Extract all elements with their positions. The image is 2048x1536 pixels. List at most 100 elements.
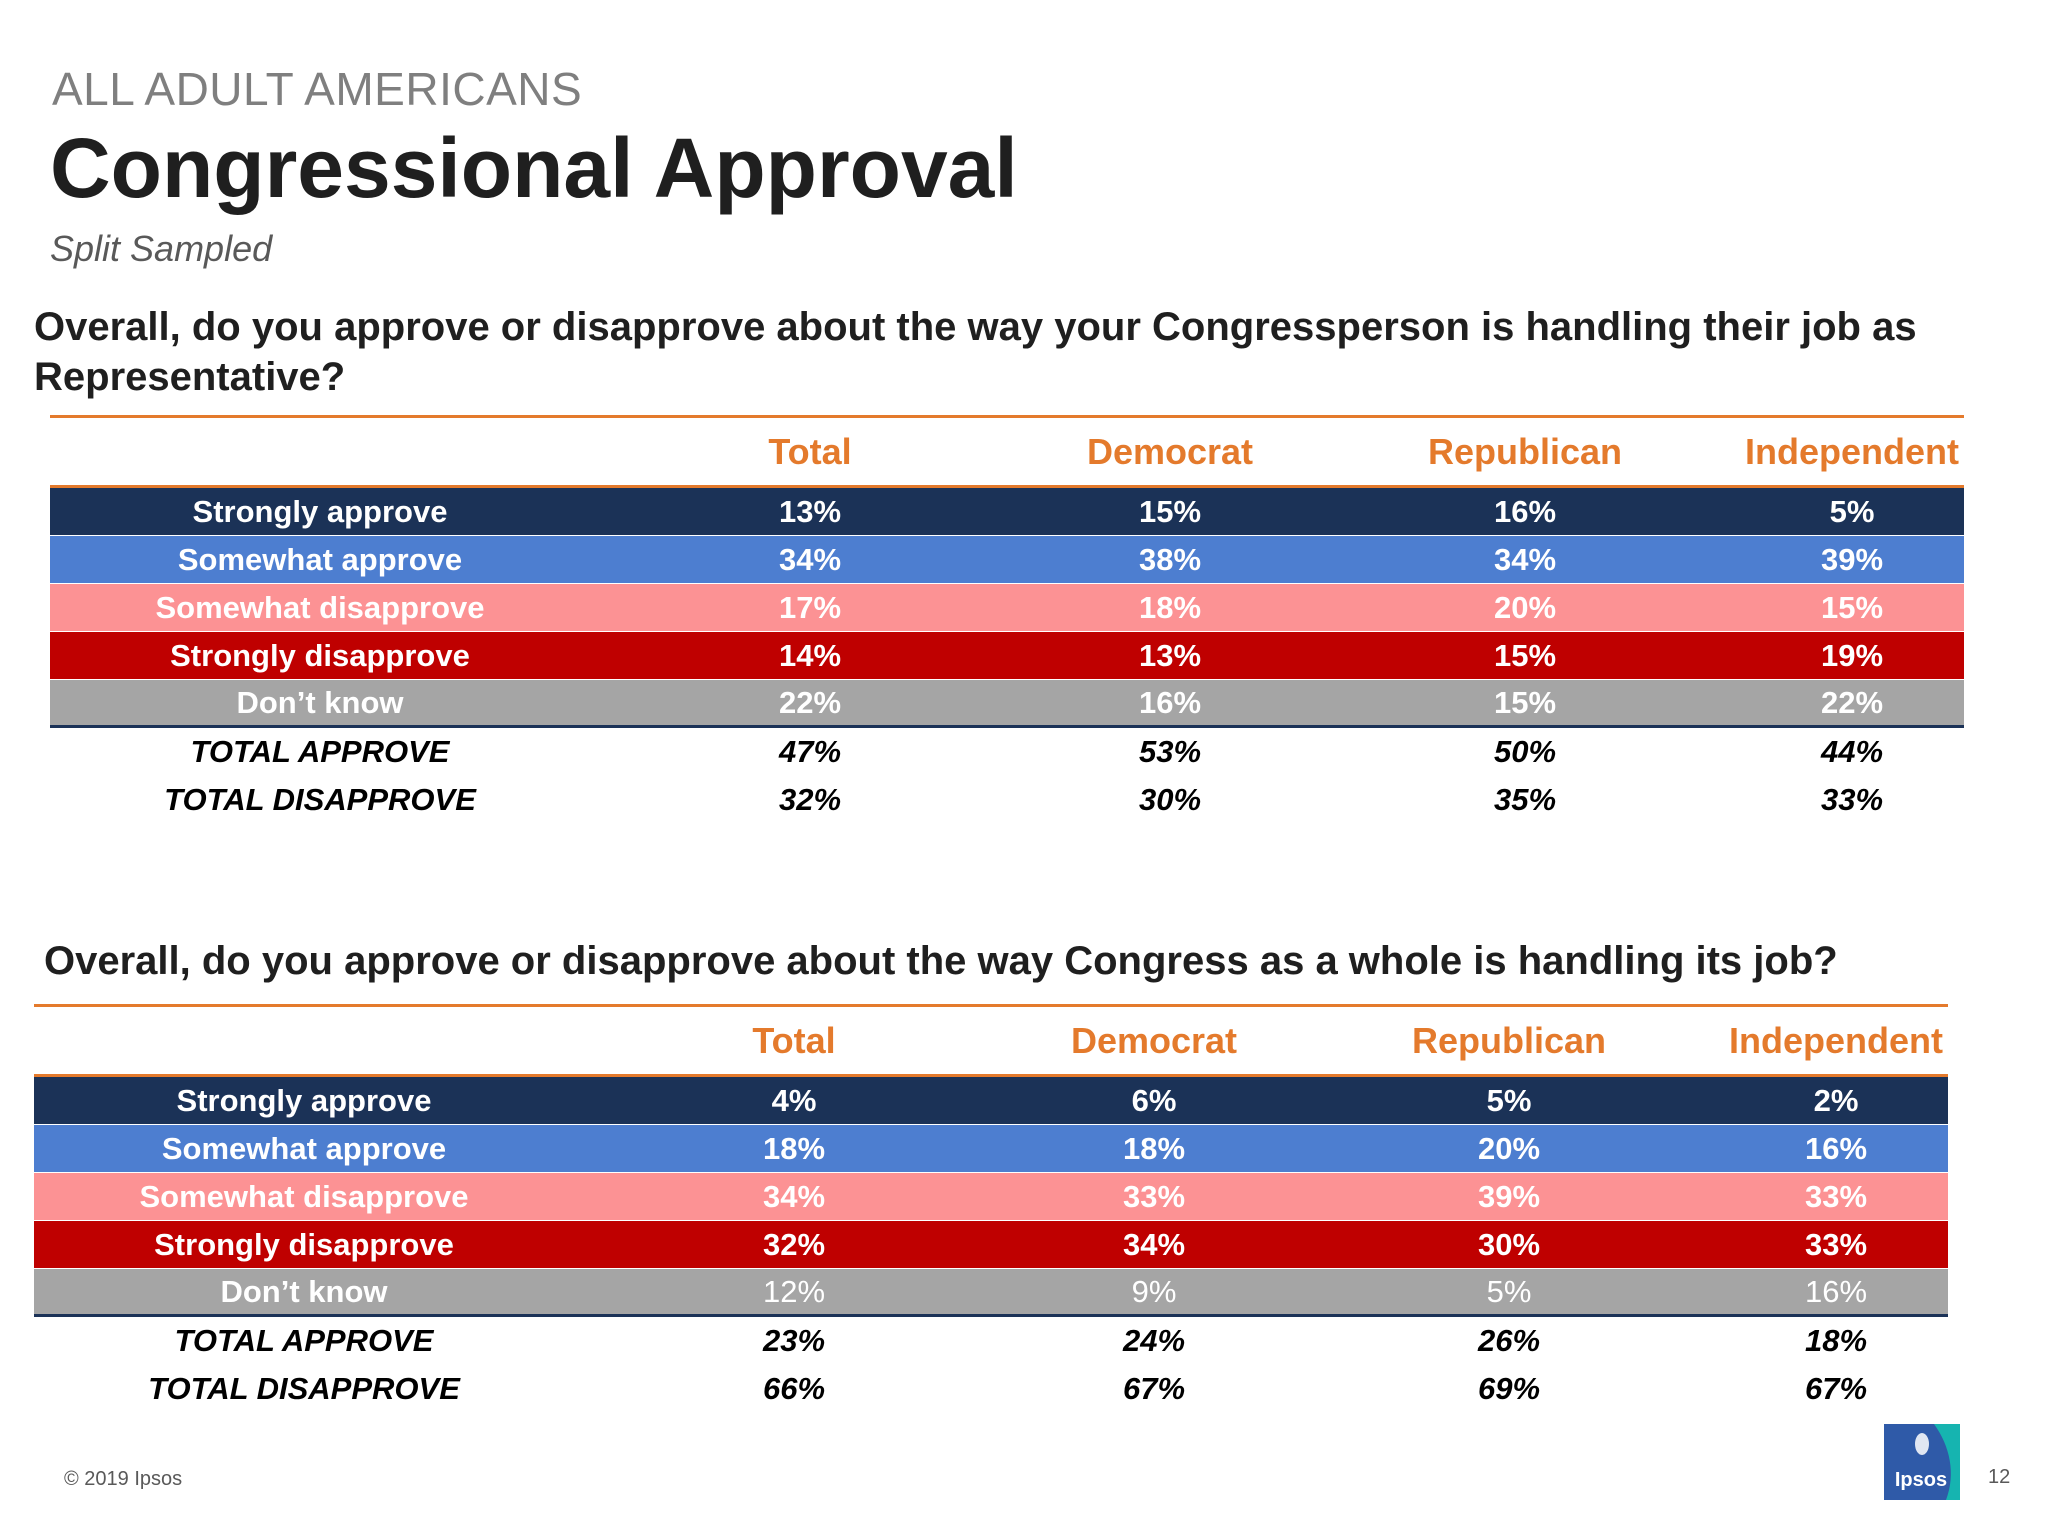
cell-democrat: 30%	[1138, 782, 1202, 817]
table-1-top-rule	[50, 415, 1964, 418]
table-row-strongly-disapprove: Strongly disapprove 14% 13% 15% 19%	[50, 632, 1964, 680]
cell-total: 14%	[778, 637, 842, 673]
cell-independent: 33%	[1820, 782, 1884, 817]
cell-total: 66%	[762, 1371, 826, 1406]
cell-republican: 5%	[1486, 1273, 1532, 1309]
table-representative-approval: Total Democrat Republican Independent St…	[50, 418, 1964, 824]
column-header-total: Total	[752, 1019, 836, 1061]
cell-independent: 39%	[1820, 541, 1884, 577]
column-header-independent: Independent	[1729, 1019, 1943, 1061]
question-2: Overall, do you approve or disapprove ab…	[44, 939, 1838, 983]
cell-independent: 19%	[1820, 637, 1884, 673]
row-label: TOTAL DISAPPROVE	[164, 782, 476, 817]
cell-democrat: 18%	[1138, 589, 1202, 625]
table-row-dont-know: Don’t know 22% 16% 15% 22%	[50, 680, 1964, 728]
table-row-strongly-approve: Strongly approve 13% 15% 16% 5%	[50, 488, 1964, 536]
page-number: 12	[1988, 1466, 2011, 1488]
table-row-somewhat-disapprove: Somewhat disapprove 34% 33% 39% 33%	[34, 1173, 1948, 1221]
cell-republican: 39%	[1477, 1178, 1541, 1214]
cell-independent: 33%	[1804, 1226, 1868, 1262]
row-label: Strongly disapprove	[170, 637, 470, 673]
cell-independent: 44%	[1820, 734, 1884, 769]
cell-democrat: 24%	[1122, 1323, 1186, 1358]
row-label: Don’t know	[236, 684, 404, 720]
cell-total: 32%	[762, 1226, 826, 1262]
table-congress-approval: Total Democrat Republican Independent St…	[34, 1007, 1948, 1413]
row-label: Strongly disapprove	[154, 1226, 454, 1262]
cell-total: 4%	[771, 1082, 817, 1118]
cell-republican: 20%	[1477, 1130, 1541, 1166]
cell-democrat: 38%	[1138, 541, 1202, 577]
cell-democrat: 34%	[1122, 1226, 1186, 1262]
cell-independent: 15%	[1820, 589, 1884, 625]
cell-republican: 69%	[1477, 1371, 1541, 1406]
cell-democrat: 6%	[1131, 1082, 1177, 1118]
cell-republican: 20%	[1493, 589, 1557, 625]
logo-wordmark: Ipsos	[1895, 1469, 1947, 1491]
column-header-democrat: Democrat	[1086, 430, 1254, 472]
cell-total: 23%	[762, 1323, 826, 1358]
cell-independent: 16%	[1804, 1130, 1868, 1166]
row-label: TOTAL APPROVE	[190, 734, 450, 769]
question-1: Overall, do you approve or disapprove ab…	[34, 305, 1917, 399]
table-row-somewhat-approve: Somewhat approve 34% 38% 34% 39%	[50, 536, 1964, 584]
cell-republican: 50%	[1493, 734, 1557, 769]
cell-total: 34%	[778, 541, 842, 577]
cell-democrat: 67%	[1122, 1371, 1186, 1406]
row-label: Somewhat disapprove	[155, 589, 485, 625]
cell-independent: 22%	[1820, 684, 1884, 720]
column-header-democrat: Democrat	[1070, 1019, 1238, 1061]
column-header-independent: Independent	[1745, 430, 1959, 472]
cell-democrat: 18%	[1122, 1130, 1186, 1166]
cell-democrat: 9%	[1131, 1273, 1177, 1309]
table-header-row: Total Democrat Republican Independent	[50, 418, 1964, 488]
cell-democrat: 13%	[1138, 637, 1202, 673]
table-row-total-disapprove: TOTAL DISAPPROVE 32% 30% 35% 33%	[50, 776, 1964, 824]
cell-total: 22%	[778, 684, 842, 720]
row-label: Don’t know	[220, 1273, 388, 1309]
row-label: Strongly approve	[176, 1082, 432, 1118]
cell-independent: 67%	[1804, 1371, 1868, 1406]
cell-democrat: 53%	[1138, 734, 1202, 769]
table-row-somewhat-approve: Somewhat approve 18% 18% 20% 16%	[34, 1125, 1948, 1173]
eyebrow-label: ALL ADULT AMERICANS	[52, 63, 583, 115]
table-row-somewhat-disapprove: Somewhat disapprove 17% 18% 20% 15%	[50, 584, 1964, 632]
row-label: Somewhat disapprove	[139, 1178, 469, 1214]
cell-total: 18%	[762, 1130, 826, 1166]
cell-republican: 15%	[1493, 684, 1557, 720]
table-row-total-approve: TOTAL APPROVE 47% 53% 50% 44%	[50, 728, 1964, 776]
row-label: Somewhat approve	[177, 541, 463, 577]
ipsos-logo: Ipsos	[1884, 1424, 1960, 1500]
cell-total: 17%	[778, 589, 842, 625]
cell-independent: 2%	[1813, 1082, 1859, 1118]
cell-total: 32%	[778, 782, 842, 817]
column-header-total: Total	[768, 430, 852, 472]
cell-democrat: 15%	[1138, 493, 1202, 529]
cell-republican: 15%	[1493, 637, 1557, 673]
cell-republican: 35%	[1493, 782, 1557, 817]
column-header-republican: Republican	[1427, 430, 1623, 472]
table-row-strongly-disapprove: Strongly disapprove 32% 34% 30% 33%	[34, 1221, 1948, 1269]
table-row-total-disapprove: TOTAL DISAPPROVE 66% 67% 69% 67%	[34, 1365, 1948, 1413]
cell-republican: 30%	[1477, 1226, 1541, 1262]
cell-independent: 16%	[1804, 1273, 1868, 1309]
row-label: Strongly approve	[192, 493, 448, 529]
cell-republican: 34%	[1493, 541, 1557, 577]
table-row-dont-know: Don’t know 12% 9% 5% 16%	[34, 1269, 1948, 1317]
cell-republican: 5%	[1486, 1082, 1532, 1118]
table-row-total-approve: TOTAL APPROVE 23% 24% 26% 18%	[34, 1317, 1948, 1365]
row-label: Somewhat approve	[161, 1130, 447, 1166]
cell-total: 47%	[778, 734, 842, 769]
row-label: TOTAL APPROVE	[174, 1323, 434, 1358]
cell-total: 13%	[778, 493, 842, 529]
table-header-row: Total Democrat Republican Independent	[34, 1007, 1948, 1077]
cell-republican: 16%	[1493, 493, 1557, 529]
cell-republican: 26%	[1477, 1323, 1541, 1358]
column-header-republican: Republican	[1411, 1019, 1607, 1061]
logo-swoosh	[1934, 1424, 1960, 1500]
cell-democrat: 33%	[1122, 1178, 1186, 1214]
cell-independent: 33%	[1804, 1178, 1868, 1214]
cell-independent: 5%	[1829, 493, 1875, 529]
page-title: Congressional Approval	[50, 121, 1018, 215]
page-subtitle: Split Sampled	[50, 228, 273, 269]
